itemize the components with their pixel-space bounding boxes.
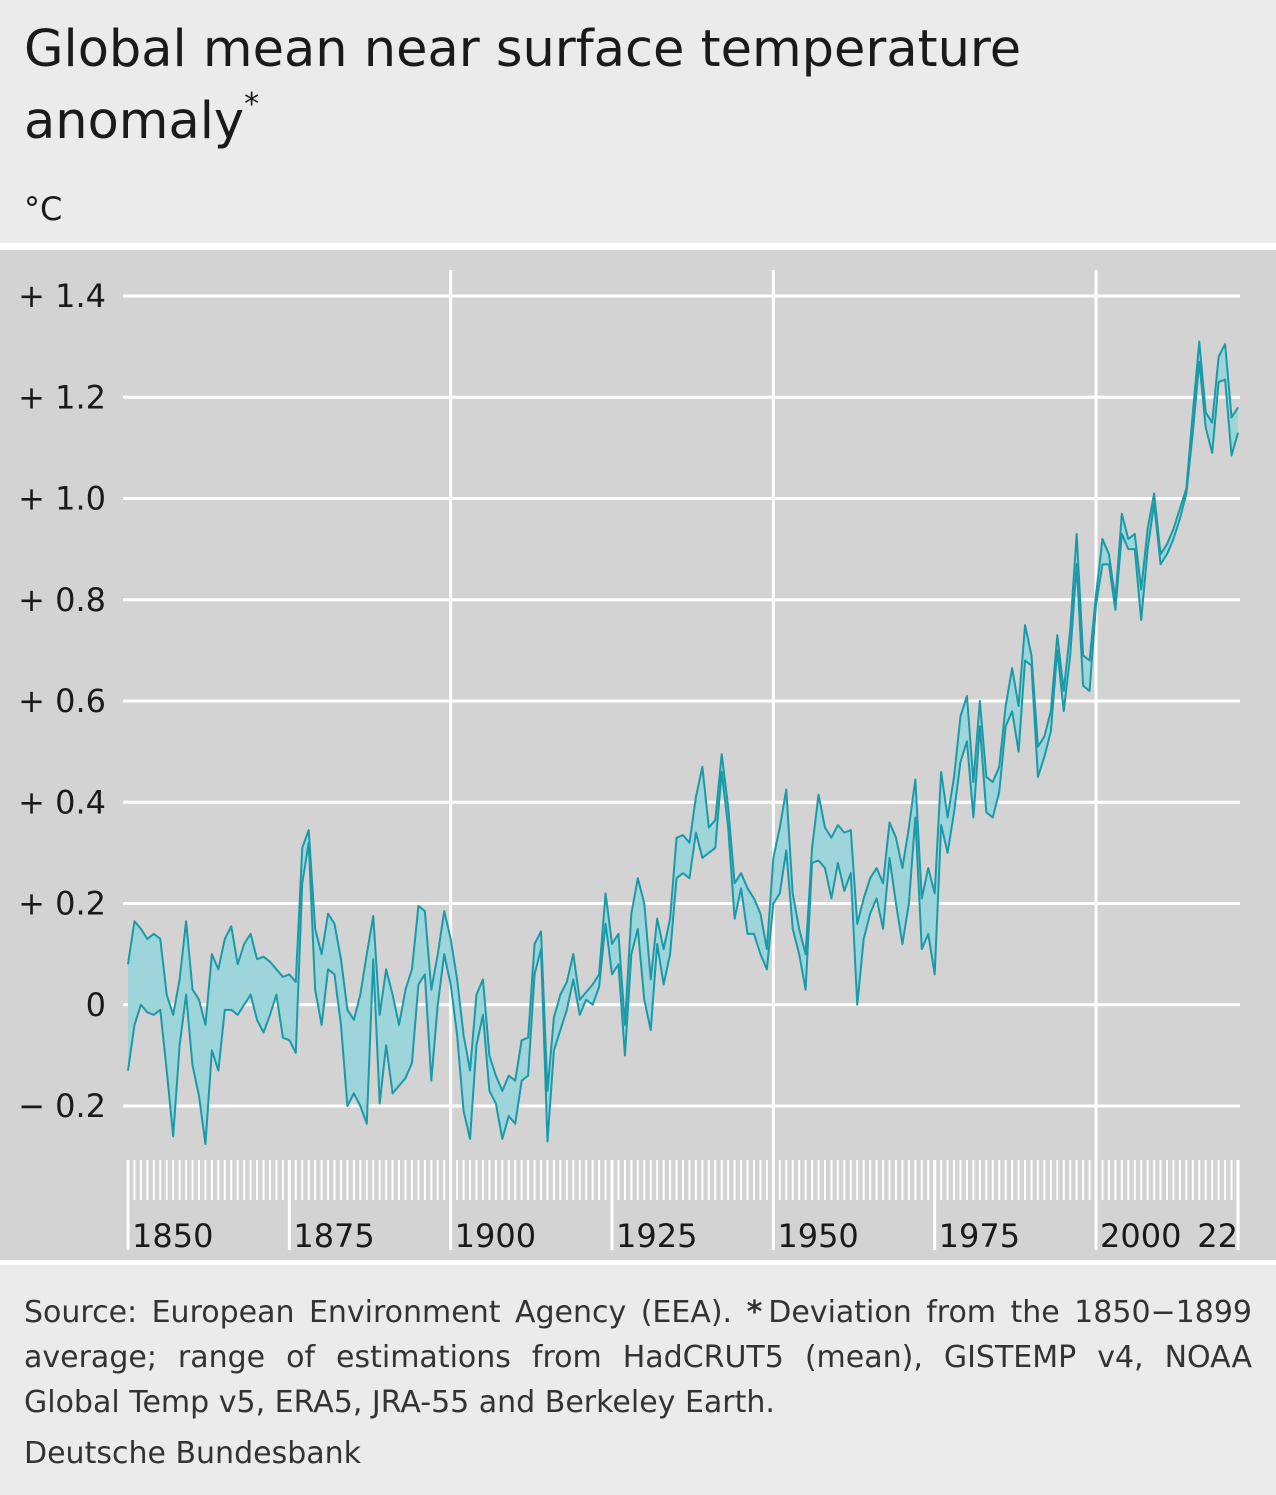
- y-tick-label: + 0.4: [18, 783, 106, 821]
- chart: + 1.4 + 1.2 + 1.0 + 0.8 + 0.6 + 0.4 + 0.2 0 − 0.…: [0, 250, 1276, 1265]
- unit-label: °C: [24, 190, 63, 228]
- x-tick-label: 22: [1197, 1217, 1238, 1255]
- header: Global mean near surface temperature ano…: [0, 0, 1276, 243]
- y-tick-label: + 1.0: [18, 480, 106, 518]
- separator: [0, 243, 1276, 250]
- x-tick-label: 1900: [455, 1217, 536, 1255]
- y-tick-label: + 1.2: [18, 378, 106, 416]
- chart-title: Global mean near surface temperature ano…: [24, 20, 1022, 151]
- upper-line: [127, 340, 1239, 1092]
- separator: [0, 1260, 1276, 1265]
- x-tick-label: 2000: [1100, 1217, 1181, 1255]
- x-tick-label: 1925: [616, 1217, 697, 1255]
- y-tick-label: 0: [86, 986, 106, 1024]
- x-tick-label: 1950: [777, 1217, 858, 1255]
- lower-line: [127, 360, 1239, 1145]
- note-marker: *: [746, 1295, 763, 1330]
- y-tick-label: + 1.4: [18, 277, 106, 315]
- x-tick-label: 1975: [939, 1217, 1020, 1255]
- publisher: Deutsche Bundesbank: [24, 1436, 362, 1471]
- plot-background: [0, 250, 1276, 1265]
- x-tick-label: 1875: [293, 1217, 374, 1255]
- source: Source: European Environment Agency (EEA…: [24, 1295, 733, 1330]
- y-tick-label: − 0.2: [18, 1087, 106, 1125]
- footnote: Source: European Environment Agency (EEA…: [24, 1290, 1252, 1425]
- title-marker: *: [244, 87, 260, 122]
- y-tick-label: + 0.8: [18, 581, 106, 619]
- x-tick-label: 1850: [132, 1217, 213, 1255]
- y-tick-label: + 0.6: [18, 682, 106, 720]
- note: Deviation from the 1850−1899 average; ra…: [24, 1295, 1253, 1420]
- y-tick-label: + 0.2: [18, 885, 106, 923]
- chart-title-block: Global mean near surface temperature ano…: [24, 14, 1224, 158]
